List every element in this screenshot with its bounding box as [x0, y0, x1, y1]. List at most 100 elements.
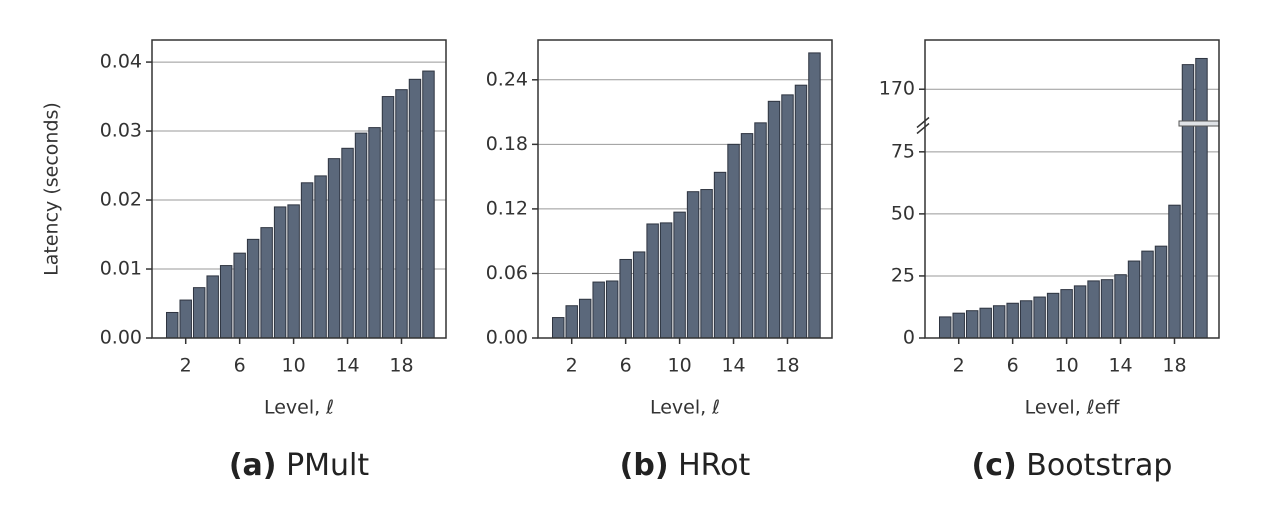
bar [327, 158, 341, 339]
bar [1006, 302, 1019, 339]
y-tick-label: 0.00 [486, 327, 528, 349]
x-tick-label: 2 [953, 355, 965, 377]
bar [565, 305, 578, 339]
bar [408, 78, 422, 339]
bar [1195, 57, 1208, 339]
bar [952, 312, 965, 339]
caption: (a) PMult [229, 448, 370, 483]
y-tick-label: 0.02 [100, 189, 142, 211]
bar [686, 191, 700, 339]
bar [314, 175, 327, 339]
caption-label: (c) [972, 448, 1017, 483]
x-tick-label: 10 [1055, 355, 1079, 377]
x-tick-label: 14 [721, 355, 745, 377]
bar [273, 206, 287, 339]
bar [713, 171, 727, 339]
chart-title: HRot [678, 448, 750, 483]
y-tick-label: 0.18 [486, 133, 528, 155]
bar [179, 299, 192, 339]
bar [781, 94, 794, 339]
x-tick-label: 6 [620, 355, 632, 377]
break-mark [916, 116, 930, 129]
bar [1046, 292, 1060, 339]
bar [938, 316, 952, 339]
x-axis-label: Level, ℓeff [1025, 397, 1121, 419]
bar [619, 258, 632, 339]
x-tick-label: 10 [668, 355, 692, 377]
bar [1127, 260, 1141, 339]
caption: (c) Bootstrap [972, 448, 1173, 483]
bar [1114, 274, 1127, 339]
y-tick-label: 75 [891, 140, 915, 162]
bar [300, 182, 314, 339]
y-tick-label: 0.04 [100, 51, 142, 73]
x-tick-label: 18 [775, 355, 799, 377]
bar [381, 96, 395, 339]
bar [992, 305, 1006, 339]
chart-title: Bootstrap [1026, 448, 1172, 483]
bar [767, 100, 781, 339]
y-tick-label: 0.12 [486, 197, 528, 219]
x-tick-label: 6 [234, 355, 246, 377]
bar [287, 204, 300, 339]
x-tick-label: 2 [180, 355, 192, 377]
x-axis-label: Level, ℓ [264, 397, 334, 419]
caption-label: (a) [229, 448, 277, 483]
y-tick-label: 0 [903, 327, 915, 349]
caption: (b) HRot [620, 448, 751, 483]
y-tick-label: 0.01 [100, 258, 142, 280]
bar [646, 223, 659, 339]
bar [673, 211, 686, 339]
bar [395, 89, 408, 339]
bar [794, 84, 808, 339]
y-tick-label: 0.24 [486, 68, 528, 90]
x-axis-label: Level, ℓ [650, 397, 720, 419]
x-tick-label: 18 [1162, 355, 1186, 377]
bar [578, 298, 592, 339]
bar [1141, 250, 1154, 339]
bar [979, 307, 992, 339]
bar [965, 310, 979, 339]
bar [206, 275, 219, 339]
break-mark [916, 122, 930, 135]
plot-frame [151, 39, 447, 339]
y-axis-label: Latency (seconds) [41, 102, 63, 276]
bar [1154, 245, 1168, 339]
x-tick-label: 18 [389, 355, 413, 377]
bar [233, 252, 246, 339]
bar [354, 132, 368, 339]
x-tick-label: 2 [566, 355, 578, 377]
y-tick-label: 170 [879, 78, 915, 100]
bar [551, 317, 565, 339]
bar [808, 52, 821, 339]
chart-title: PMult [286, 448, 369, 483]
bar [605, 280, 619, 339]
bar [592, 281, 605, 339]
bar [754, 122, 767, 339]
y-tick-label: 50 [891, 202, 915, 224]
bar [165, 311, 179, 339]
y-tick-label: 0.06 [486, 262, 528, 284]
y-tick-label: 0.00 [100, 327, 142, 349]
x-tick-label: 10 [282, 355, 306, 377]
bar [1073, 285, 1087, 339]
bar [1060, 289, 1073, 339]
bar [422, 70, 435, 339]
x-tick-label: 6 [1007, 355, 1019, 377]
bar [1033, 296, 1046, 339]
x-tick-label: 14 [335, 355, 359, 377]
bar [700, 189, 713, 339]
y-tick-label: 25 [891, 264, 915, 286]
bar [246, 238, 260, 339]
y-tick-label: 0.03 [100, 120, 142, 142]
bar [1168, 204, 1181, 339]
bar [727, 143, 740, 339]
bar [341, 147, 354, 339]
bar [1019, 300, 1033, 339]
bar [1087, 280, 1100, 339]
bar [192, 287, 206, 339]
caption-label: (b) [620, 448, 669, 483]
plot-frame [537, 39, 833, 339]
axis-break [1178, 120, 1220, 127]
